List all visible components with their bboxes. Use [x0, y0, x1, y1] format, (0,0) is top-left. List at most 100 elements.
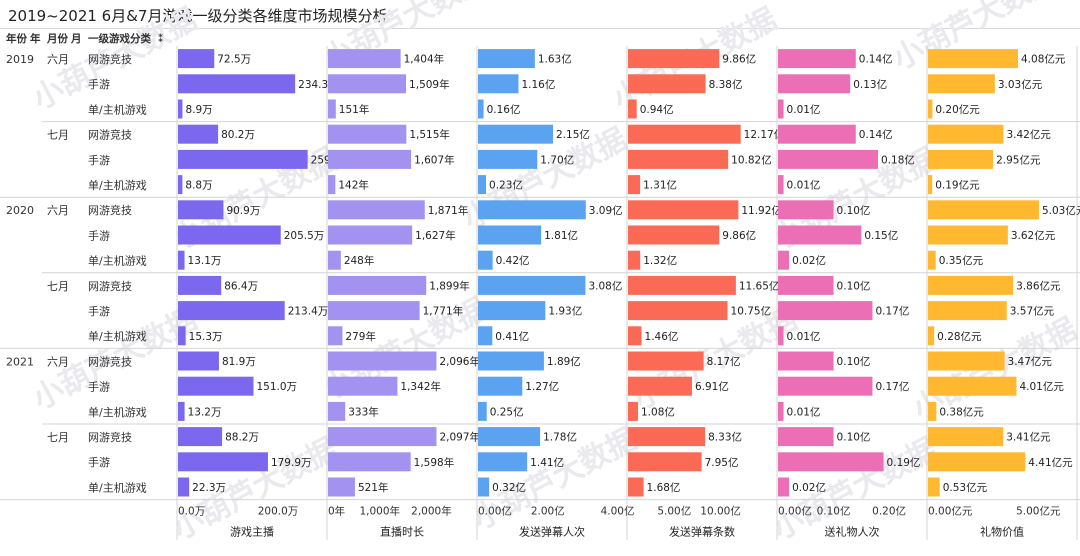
- bar[interactable]: [778, 477, 790, 497]
- bar[interactable]: [928, 376, 1017, 396]
- bar[interactable]: [478, 175, 487, 195]
- bar[interactable]: [328, 275, 427, 295]
- bar[interactable]: [928, 124, 1004, 144]
- bar[interactable]: [928, 175, 933, 195]
- bar[interactable]: [778, 74, 851, 94]
- bar[interactable]: [778, 175, 784, 195]
- bar[interactable]: [178, 99, 183, 119]
- bar[interactable]: [478, 200, 586, 220]
- bar[interactable]: [328, 401, 346, 421]
- bar[interactable]: [328, 376, 398, 396]
- bar[interactable]: [928, 452, 1026, 472]
- bar[interactable]: [478, 225, 542, 245]
- bar[interactable]: [928, 351, 1005, 371]
- bar[interactable]: [628, 427, 706, 447]
- bar[interactable]: [178, 351, 219, 371]
- bar[interactable]: [928, 99, 933, 119]
- bar[interactable]: [778, 225, 862, 245]
- bar[interactable]: [478, 477, 490, 497]
- bar[interactable]: [328, 74, 407, 94]
- bar[interactable]: [178, 376, 254, 396]
- bar[interactable]: [628, 250, 641, 270]
- bar[interactable]: [328, 99, 336, 119]
- bar[interactable]: [178, 124, 219, 144]
- bar[interactable]: [178, 175, 183, 195]
- bar[interactable]: [778, 427, 834, 447]
- bar[interactable]: [328, 225, 413, 245]
- bar[interactable]: [778, 49, 856, 69]
- bar[interactable]: [478, 99, 484, 119]
- bar[interactable]: [778, 200, 834, 220]
- bar[interactable]: [928, 74, 995, 94]
- bar[interactable]: [478, 376, 523, 396]
- bar[interactable]: [628, 351, 704, 371]
- bar[interactable]: [328, 124, 407, 144]
- bar[interactable]: [178, 452, 268, 472]
- bar[interactable]: [328, 477, 355, 497]
- bar[interactable]: [628, 124, 741, 144]
- bar[interactable]: [778, 250, 790, 270]
- bar[interactable]: [478, 124, 553, 144]
- bar[interactable]: [328, 427, 437, 447]
- bar[interactable]: [928, 427, 1004, 447]
- bar[interactable]: [628, 275, 736, 295]
- bar[interactable]: [778, 326, 784, 346]
- bar[interactable]: [778, 149, 878, 169]
- bar[interactable]: [928, 49, 1018, 69]
- bar[interactable]: [328, 250, 341, 270]
- bar[interactable]: [628, 149, 729, 169]
- bar[interactable]: [628, 452, 702, 472]
- bar[interactable]: [478, 250, 493, 270]
- bar[interactable]: [628, 326, 642, 346]
- bar[interactable]: [778, 301, 873, 321]
- bar[interactable]: [928, 250, 936, 270]
- bar[interactable]: [178, 74, 296, 94]
- bar[interactable]: [478, 401, 487, 421]
- bar[interactable]: [478, 275, 586, 295]
- bar[interactable]: [778, 124, 856, 144]
- bar[interactable]: [178, 225, 281, 245]
- bar[interactable]: [328, 351, 437, 371]
- bar[interactable]: [928, 326, 935, 346]
- bar[interactable]: [178, 49, 215, 69]
- bar[interactable]: [328, 149, 412, 169]
- bar[interactable]: [178, 301, 285, 321]
- bar[interactable]: [178, 401, 185, 421]
- bar[interactable]: [328, 452, 411, 472]
- bar[interactable]: [778, 275, 834, 295]
- bar[interactable]: [178, 149, 308, 169]
- bar[interactable]: [178, 427, 223, 447]
- bar[interactable]: [778, 376, 873, 396]
- bar[interactable]: [328, 326, 343, 346]
- bar[interactable]: [928, 301, 1007, 321]
- bar[interactable]: [478, 326, 493, 346]
- sort-icon[interactable]: ⁑: [158, 33, 164, 45]
- bar[interactable]: [328, 49, 401, 69]
- bar[interactable]: [628, 74, 706, 94]
- bar[interactable]: [178, 275, 222, 295]
- bar[interactable]: [178, 326, 186, 346]
- bar[interactable]: [478, 74, 519, 94]
- bar[interactable]: [328, 301, 420, 321]
- bar[interactable]: [478, 49, 535, 69]
- bar[interactable]: [628, 301, 728, 321]
- bar[interactable]: [928, 225, 1008, 245]
- bar[interactable]: [778, 351, 834, 371]
- bar[interactable]: [178, 477, 190, 497]
- bar[interactable]: [778, 401, 784, 421]
- bar[interactable]: [328, 200, 425, 220]
- bar[interactable]: [928, 200, 1039, 220]
- bar[interactable]: [628, 477, 644, 497]
- bar[interactable]: [328, 175, 336, 195]
- bar[interactable]: [178, 200, 224, 220]
- bar[interactable]: [478, 452, 528, 472]
- bar[interactable]: [478, 301, 546, 321]
- bar[interactable]: [628, 49, 720, 69]
- bar[interactable]: [928, 275, 1014, 295]
- bar[interactable]: [628, 376, 692, 396]
- bar[interactable]: [778, 99, 784, 119]
- bar[interactable]: [628, 99, 637, 119]
- bar[interactable]: [628, 200, 739, 220]
- bar[interactable]: [478, 351, 544, 371]
- bar[interactable]: [478, 149, 538, 169]
